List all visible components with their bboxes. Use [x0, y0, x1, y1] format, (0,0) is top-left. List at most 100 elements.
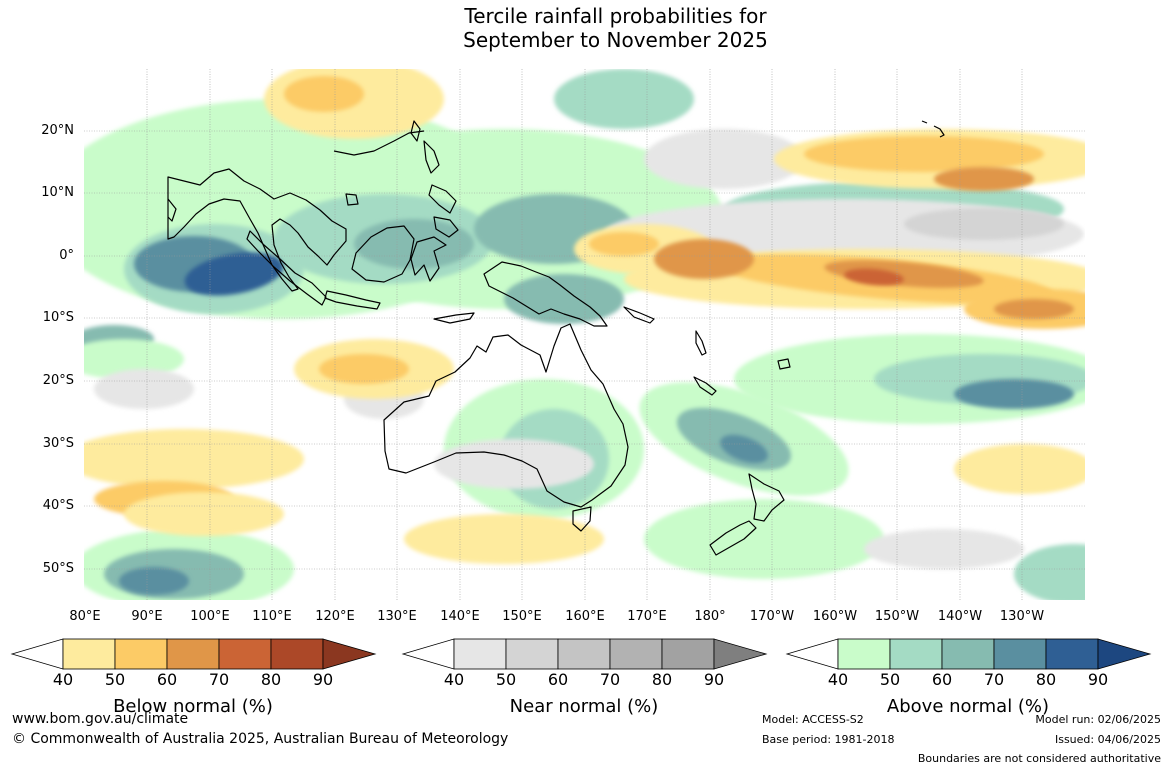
lon-label: 120°E [315, 609, 355, 624]
below-normal-region [589, 232, 659, 256]
above-normal-region [720, 434, 768, 464]
colorbar-segment [1045, 638, 1099, 670]
colorbar-min-arrow [785, 638, 839, 670]
colorbar-segment [453, 638, 507, 670]
footer-model: Model: ACCESS-S2 [762, 713, 864, 726]
colorbar-above-label: Above normal (%) [886, 696, 1050, 717]
coastline-sri-lanka [167, 198, 177, 222]
colorbar-tick: 80 [651, 670, 673, 689]
below-normal-region [934, 167, 1034, 191]
colorbar-segment [218, 638, 272, 670]
coastline-new-guinea [483, 261, 608, 327]
lon-label: 130°W [999, 609, 1045, 624]
lon-label: 150°E [502, 609, 542, 624]
near-normal-region [94, 369, 194, 409]
colorbar-tick: 40 [827, 670, 849, 689]
footer-copyright: © Commonwealth of Australia 2025, Austra… [12, 731, 509, 747]
colorbar-segment [609, 638, 663, 670]
lon-label: 150°W [874, 609, 920, 624]
colorbar-segment [166, 638, 220, 670]
coastline-timor [433, 312, 475, 324]
colorbar-tick: 70 [208, 670, 230, 689]
lat-label: 20°S [42, 373, 74, 388]
below-normal-region [84, 429, 304, 489]
colorbar-below-label: Below normal (%) [113, 696, 273, 717]
colorbar-tick: 50 [879, 670, 901, 689]
lat-label: 30°S [42, 436, 74, 451]
colorbar-segment [993, 638, 1047, 670]
colorbar-segment [837, 638, 891, 670]
above-normal-region [954, 379, 1074, 409]
colorbar-tick: 50 [495, 670, 517, 689]
colorbar-segment [505, 638, 559, 670]
colorbar-tick: 60 [156, 670, 178, 689]
above-normal-region [214, 129, 414, 189]
coastline-hainan [345, 193, 359, 206]
lon-label: 80°E [69, 609, 101, 624]
below-normal-region [804, 136, 1044, 172]
colorbar-segment [62, 638, 116, 670]
lat-label: 40°S [42, 498, 74, 513]
colorbar-near-normal [401, 638, 768, 670]
colorbar-tick: 50 [104, 670, 126, 689]
colorbar-tick: 80 [260, 670, 282, 689]
footer-issued: Issued: 04/06/2025 [1054, 733, 1161, 746]
colorbar-near-label: Near normal (%) [509, 696, 659, 717]
footer-base-period: Base period: 1981-2018 [762, 733, 895, 746]
below-normal-region [404, 514, 604, 564]
colorbar-tick: 40 [52, 670, 74, 689]
colorbar-tick: 70 [599, 670, 621, 689]
above-normal-region [554, 69, 694, 129]
above-normal-region [644, 499, 884, 579]
lon-label: 140°W [937, 609, 983, 624]
above-normal-region [84, 339, 184, 379]
lon-label: 170°W [749, 609, 795, 624]
colorbar-tick: 90 [312, 670, 334, 689]
colorbar-tick: 60 [931, 670, 953, 689]
coastline-australia [383, 323, 629, 508]
lon-label: 160°E [565, 609, 605, 624]
coastline-philippines [423, 140, 459, 238]
lat-label: 0° [59, 248, 74, 263]
lat-label: 20°N [41, 123, 74, 138]
lon-label: 140°E [440, 609, 480, 624]
lon-label: 130°E [377, 609, 417, 624]
below-normal-region [654, 239, 754, 279]
colorbar-max-arrow [322, 638, 377, 670]
colorbar-below-normal [10, 638, 377, 670]
map-title-line1: Tercile rainfall probabilities for [464, 4, 767, 28]
coastline-new-zealand-south [709, 520, 757, 556]
coastline-new-zealand-north [748, 473, 785, 522]
coastline-new-caledonia [693, 376, 717, 396]
near-normal-region [904, 208, 1064, 240]
near-normal-region [644, 129, 804, 189]
above-normal-region [354, 219, 474, 269]
colorbar-max-arrow [713, 638, 768, 670]
lon-label: 100°E [190, 609, 230, 624]
coastline-taiwan [410, 120, 421, 142]
above-normal-region [119, 567, 189, 595]
lat-label: 10°N [41, 185, 74, 200]
colorbar-tick: 90 [1087, 670, 1109, 689]
coastline-sulawesi [410, 236, 447, 282]
coastline-hawaii [921, 120, 945, 138]
lon-label: 180° [694, 609, 726, 624]
colorbar-min-arrow [10, 638, 64, 670]
coastline-java [324, 290, 381, 310]
colorbar-segment [661, 638, 715, 670]
footer-disclaimer: Boundaries are not considered authoritat… [917, 752, 1161, 765]
lon-label: 90°E [131, 609, 163, 624]
footer-url: www.bom.gov.au/climate [12, 711, 189, 727]
colorbar-tick: 80 [1035, 670, 1057, 689]
colorbar-tick: 40 [443, 670, 465, 689]
colorbar-tick: 70 [983, 670, 1005, 689]
coastline-tasmania [572, 506, 592, 532]
coastline-solomons [623, 306, 655, 324]
above-normal-region [184, 252, 284, 296]
coastline-fiji [777, 358, 791, 370]
colorbar-tick: 60 [547, 670, 569, 689]
lon-label: 160°W [812, 609, 858, 624]
graticule [84, 69, 1085, 600]
coastline-vanuatu [695, 330, 707, 356]
lon-label: 110°E [252, 609, 292, 624]
